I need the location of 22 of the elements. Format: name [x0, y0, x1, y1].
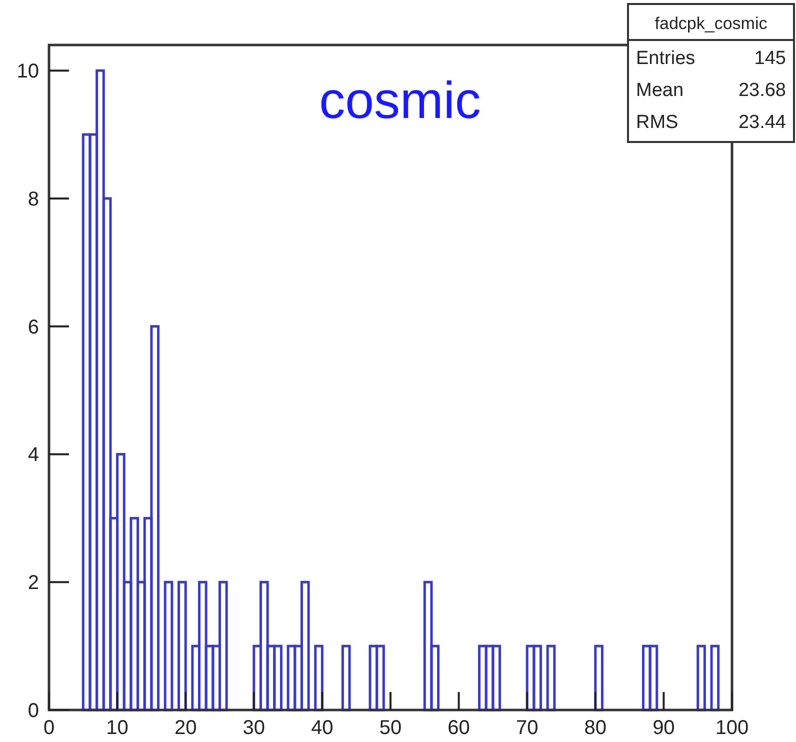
- text: RMS 23.44: [636, 112, 786, 133]
- y-tick-label: 0: [28, 700, 39, 722]
- x-tick-label: 60: [448, 717, 470, 739]
- x-tick-label: 100: [715, 717, 749, 739]
- text: fadcpk_cosmic: [654, 14, 768, 33]
- x-tick-label: 30: [242, 717, 266, 739]
- x-tick-label: 80: [584, 717, 607, 739]
- x-tick-label: 0: [43, 717, 55, 739]
- y-tick-label: 2: [28, 572, 39, 594]
- y-tick-label: 6: [28, 316, 39, 338]
- x-tick-label: 50: [379, 717, 402, 739]
- y-tick-label: 4: [28, 444, 39, 466]
- x-tick-label: 70: [516, 717, 538, 739]
- x-tick-label: 10: [106, 717, 128, 739]
- y-tick-label: 8: [28, 188, 39, 210]
- y-tick-label: 10: [16, 60, 39, 83]
- x-tick-label: 40: [311, 717, 334, 739]
- text: Entries 145: [636, 48, 786, 69]
- x-tick-label: 20: [174, 717, 197, 739]
- text: Mean 23.68: [636, 80, 786, 101]
- text: cosmic: [319, 72, 481, 130]
- x-tick-label: 90: [652, 717, 675, 739]
